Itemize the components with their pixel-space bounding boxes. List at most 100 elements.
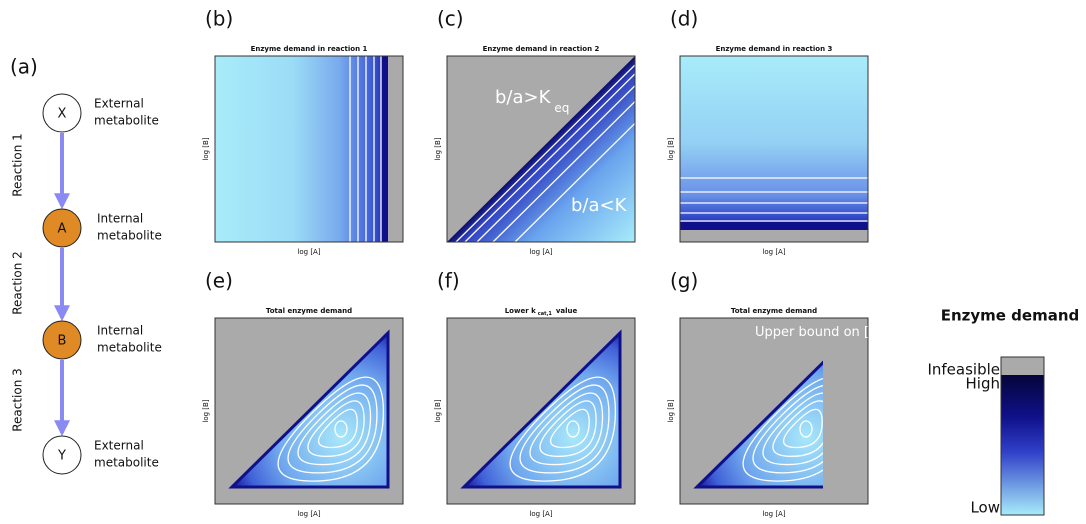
heatmap-panel: (g) Total enzyme demand log [A] log [B] Uppe…	[667, 269, 883, 519]
contour	[539, 400, 597, 457]
demand-region	[460, 329, 622, 489]
heatmap-panel: (f) Lower k cat,1 value log [A] log [B]	[434, 269, 636, 518]
y-axis-label: log [B]	[434, 399, 442, 422]
contour	[455, 64, 635, 242]
demand-region	[447, 56, 635, 242]
contour	[549, 408, 590, 449]
node	[42, 435, 82, 475]
contour	[799, 420, 813, 438]
annotation-sub: eq	[554, 101, 569, 115]
y-axis-label: log [B]	[434, 137, 442, 160]
reaction-label: Reaction 2	[11, 251, 25, 315]
demand-region	[228, 329, 390, 489]
x-axis-label: log [A]	[529, 510, 552, 518]
plot-title: Total enzyme demand	[266, 307, 352, 315]
contour	[297, 392, 372, 466]
node-description: metabolite	[94, 114, 159, 128]
plot-title: Enzyme demand in reaction 1	[251, 45, 368, 53]
contour	[509, 376, 617, 482]
plot-title: Enzyme demand in reaction 3	[716, 45, 833, 53]
contour	[742, 378, 823, 482]
contour	[334, 420, 348, 438]
plot-frame	[679, 55, 869, 243]
reaction-label: Reaction 1	[11, 133, 25, 197]
plot-area	[215, 318, 403, 504]
node	[42, 208, 82, 248]
panel-label: (g)	[670, 269, 698, 293]
node-description: metabolite	[97, 229, 162, 243]
y-axis-label: log [B]	[667, 137, 675, 160]
feasible-triangle	[228, 329, 390, 489]
panel-label: (a)	[10, 55, 38, 79]
y-axis-label: log [B]	[667, 399, 675, 422]
panel-label: (c)	[437, 7, 464, 31]
annotation-text: Upper bound on [A]	[755, 325, 883, 340]
contour	[476, 85, 635, 242]
plot-title: Enzyme demand in reaction 2	[483, 45, 600, 53]
y-axis-label: log [B]	[202, 399, 210, 422]
x-axis-label: log [A]	[762, 248, 785, 256]
contour	[317, 408, 358, 449]
annotation-text: b/a>K	[495, 87, 552, 108]
reaction-label: Reaction 3	[11, 368, 25, 432]
x-axis-label: log [A]	[297, 248, 320, 256]
legend-label: Low	[970, 499, 1000, 517]
plot-area	[680, 318, 868, 504]
heatmap-panel: (b) Enzyme demand in reaction 1 log [A] log…	[202, 7, 404, 256]
heatmap-panel: (d) Enzyme demand in reaction 3 log [A] log…	[667, 7, 869, 256]
node-label: Y	[57, 449, 66, 464]
title-part: Enzyme demand in reaction 3	[716, 45, 833, 53]
y-axis-label: log [B]	[202, 137, 210, 160]
annotation-text: b/a<K	[571, 195, 628, 216]
contour	[772, 400, 823, 457]
x-axis-label: log [A]	[762, 510, 785, 518]
node-description: metabolite	[94, 456, 159, 470]
plot-area	[215, 56, 403, 242]
plot-frame	[446, 55, 636, 243]
node	[42, 320, 82, 360]
plot-title: Total enzyme demand	[731, 307, 817, 315]
legend-colorbar	[1001, 375, 1044, 515]
plot-frame	[679, 317, 869, 505]
contour	[307, 400, 365, 457]
node-label: X	[58, 107, 67, 122]
contour	[287, 384, 378, 474]
title-part: Total enzyme demand	[731, 307, 817, 315]
heatmap-panel: (c) Enzyme demand in reaction 2 log [A] log…	[434, 7, 636, 256]
legend-frame	[1000, 356, 1045, 516]
panel-label: (b)	[205, 7, 233, 31]
x-axis-label: log [A]	[529, 248, 552, 256]
panel-label: (d)	[670, 7, 698, 31]
contour	[492, 101, 635, 242]
legend-label: High	[966, 375, 1000, 393]
contour	[762, 392, 823, 466]
title-part: cat,1	[538, 311, 553, 317]
title-part: Total enzyme demand	[266, 307, 352, 315]
node-label: A	[58, 222, 67, 237]
heatmap-panel: (e) Total enzyme demand log [A] log [B]	[202, 269, 404, 518]
contour	[782, 408, 823, 449]
demand-region	[215, 56, 388, 242]
demand-region	[693, 360, 823, 489]
plot-area	[447, 56, 635, 242]
node	[42, 93, 82, 133]
title-part: Enzyme demand in reaction 2	[483, 45, 600, 53]
plot-area	[680, 56, 868, 242]
contour	[464, 73, 635, 242]
legend-label: Infeasible	[927, 361, 1000, 379]
annotation: Upper bound on [A]	[755, 325, 883, 340]
node-description: Internal	[97, 324, 143, 338]
plot-area	[447, 318, 635, 504]
x-axis-label: log [A]	[297, 510, 320, 518]
node-label: B	[58, 334, 67, 349]
annotation: b/a<K	[571, 195, 628, 216]
contour	[529, 392, 604, 466]
plot-frame	[214, 55, 404, 243]
contour	[566, 420, 580, 438]
contour	[752, 385, 823, 474]
contour	[519, 384, 610, 474]
title-part: Enzyme demand in reaction 1	[251, 45, 368, 53]
node-description: External	[94, 97, 144, 111]
